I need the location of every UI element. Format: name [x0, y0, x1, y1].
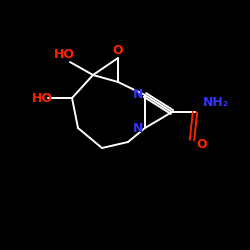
- Text: HO: HO: [32, 92, 52, 104]
- Text: NH₂: NH₂: [203, 96, 229, 108]
- Text: HO: HO: [54, 48, 74, 62]
- Text: N: N: [133, 122, 143, 134]
- Text: O: O: [113, 44, 123, 58]
- Text: O: O: [197, 138, 207, 151]
- Text: N: N: [133, 88, 143, 102]
